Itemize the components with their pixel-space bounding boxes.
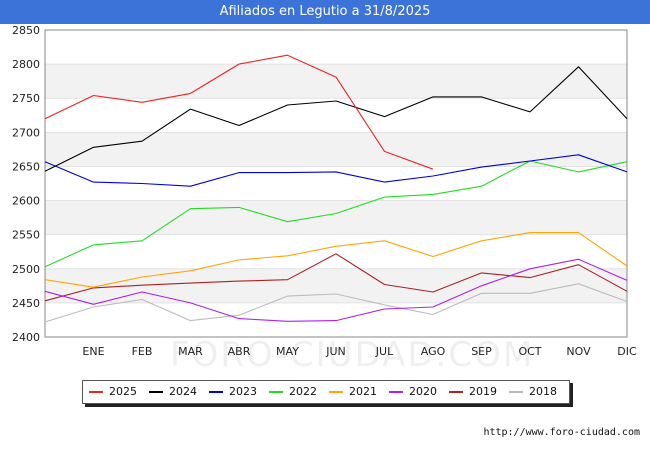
x-tick-label: OCT: [518, 345, 541, 358]
x-tick-label: NOV: [566, 345, 591, 358]
footer-url[interactable]: http://www.foro-ciudad.com: [483, 427, 640, 438]
y-tick-label: 2500: [12, 263, 40, 276]
x-tick-label: ABR: [228, 345, 251, 358]
legend-label: 2024: [169, 385, 197, 398]
chart-legend: 2025 2024 2023 2022 2021 2020 2019 2018: [82, 380, 570, 404]
legend-label: 2019: [469, 385, 497, 398]
series-line-2018: [44, 283, 628, 323]
chart-title: Afiliados en Legutio a 31/8/2025: [219, 4, 431, 19]
y-tick-label: 2550: [12, 229, 40, 242]
grid-band: [45, 200, 627, 235]
legend-label: 2022: [289, 385, 317, 398]
series-line-2021: [44, 232, 628, 288]
x-tick-label: SEP: [471, 345, 492, 358]
y-tick-label: 2650: [12, 160, 40, 173]
plot-frame: [44, 29, 628, 338]
legend-label: 2018: [529, 385, 557, 398]
grid-band: [45, 64, 627, 99]
x-tick-label: ENE: [82, 345, 104, 358]
y-tick-label: 2750: [12, 92, 40, 105]
x-tick-label: JUL: [375, 345, 394, 358]
y-tick-label: 2850: [12, 24, 40, 37]
legend-label: 2021: [349, 385, 377, 398]
y-tick-label: 2400: [12, 331, 40, 344]
legend-swatch: [329, 391, 343, 393]
series-line-2024: [44, 66, 628, 172]
y-tick-label: 2800: [12, 58, 40, 71]
legend-label: 2025: [109, 385, 137, 398]
x-tick-label: AGO: [421, 345, 446, 358]
series-line-2019: [44, 253, 628, 302]
legend-label: 2020: [409, 385, 437, 398]
y-tick-label: 2450: [12, 297, 40, 310]
series-line-2025: [44, 54, 434, 170]
x-tick-label: MAR: [178, 345, 203, 358]
x-tick-label: MAY: [276, 345, 299, 358]
legend-swatch: [389, 391, 403, 393]
legend-label: 2023: [229, 385, 257, 398]
series-line-2023: [44, 154, 628, 187]
x-tick-label: DIC: [617, 345, 637, 358]
y-tick-label: 2600: [12, 195, 40, 208]
x-tick-label: FEB: [132, 345, 153, 358]
legend-swatch: [449, 391, 463, 393]
grid-band: [45, 132, 627, 167]
title-bar: [0, 0, 650, 24]
grid-band: [45, 268, 627, 303]
legend-swatch: [509, 391, 523, 393]
legend-swatch: [149, 391, 163, 393]
legend-swatch: [269, 391, 283, 393]
watermark: FORO-CIUDAD.COM: [170, 335, 535, 375]
y-tick-label: 2700: [12, 126, 40, 139]
legend-swatch: [89, 391, 103, 393]
legend-swatch: [209, 391, 223, 393]
series-line-2020: [44, 258, 628, 322]
x-tick-label: JUN: [325, 345, 346, 358]
